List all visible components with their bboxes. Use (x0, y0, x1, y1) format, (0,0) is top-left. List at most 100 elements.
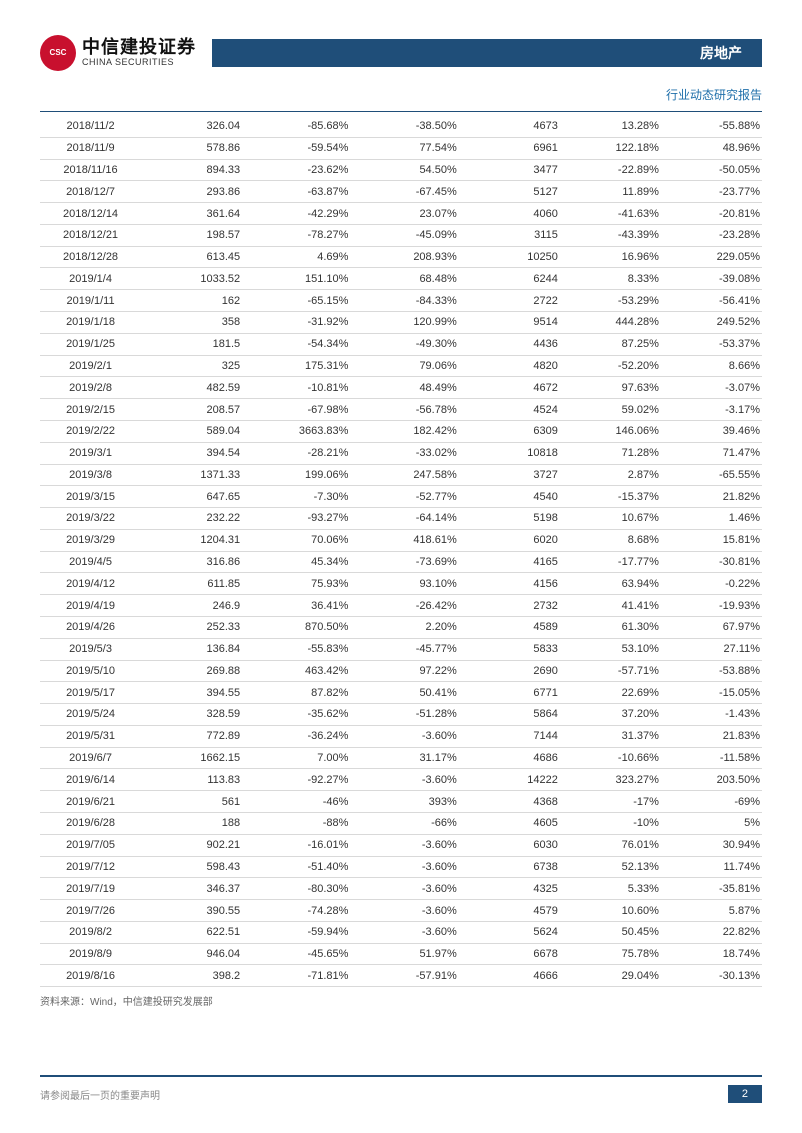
table-cell: 2019/6/21 (40, 791, 141, 813)
logo-text-cn: 中信建投证券 (82, 38, 196, 58)
table-cell: 2722 (459, 290, 560, 312)
table-cell: 2019/4/12 (40, 573, 141, 595)
table-cell: 4165 (459, 551, 560, 573)
table-cell: 326.04 (141, 116, 242, 137)
table-cell: -53.37% (661, 333, 762, 355)
table-cell: 2019/4/19 (40, 595, 141, 617)
table-row: 2019/8/2622.51-59.94%-3.60%562450.45%22.… (40, 921, 762, 943)
table-cell: 2019/5/24 (40, 704, 141, 726)
table-cell: 199.06% (242, 464, 350, 486)
table-row: 2018/11/16894.33-23.62%54.50%3477-22.89%… (40, 159, 762, 181)
table-cell: 10818 (459, 442, 560, 464)
table-cell: 7.00% (242, 747, 350, 769)
table-cell: 2019/6/14 (40, 769, 141, 791)
table-row: 2019/6/28188-88%-66%4605-10%5% (40, 813, 762, 835)
table-cell: 2019/3/8 (40, 464, 141, 486)
table-cell: -3.17% (661, 399, 762, 421)
table-cell: 561 (141, 791, 242, 813)
table-cell: -10% (560, 813, 661, 835)
table-cell: 4060 (459, 203, 560, 225)
table-cell: 398.2 (141, 965, 242, 987)
table-cell: 2018/12/14 (40, 203, 141, 225)
table-cell: 2019/5/31 (40, 725, 141, 747)
table-cell: 146.06% (560, 420, 661, 442)
table-cell: 15.81% (661, 529, 762, 551)
table-cell: 75.78% (560, 943, 661, 965)
table-cell: 2018/11/2 (40, 116, 141, 137)
table-cell: 51.97% (350, 943, 458, 965)
table-cell: 182.42% (350, 420, 458, 442)
table-cell: 323.27% (560, 769, 661, 791)
table-cell: -3.60% (350, 856, 458, 878)
table-cell: 622.51 (141, 921, 242, 943)
table-row: 2019/6/21561-46%393%4368-17%-69% (40, 791, 762, 813)
table-cell: 361.64 (141, 203, 242, 225)
table-cell: -43.39% (560, 224, 661, 246)
table-cell: -3.60% (350, 878, 458, 900)
table-cell: 6309 (459, 420, 560, 442)
table-cell: -23.62% (242, 159, 350, 181)
table-cell: 1033.52 (141, 268, 242, 290)
table-cell: -1.43% (661, 704, 762, 726)
table-row: 2019/4/5316.8645.34%-73.69%4165-17.77%-3… (40, 551, 762, 573)
table-cell: 418.61% (350, 529, 458, 551)
table-cell: 2019/2/8 (40, 377, 141, 399)
table-cell: 390.55 (141, 900, 242, 922)
table-cell: 2019/7/05 (40, 834, 141, 856)
data-table: 2018/11/2326.04-85.68%-38.50%467313.28%-… (40, 116, 762, 987)
table-cell: 79.06% (350, 355, 458, 377)
table-cell: 2018/12/28 (40, 246, 141, 268)
table-cell: 328.59 (141, 704, 242, 726)
table-cell: 2019/5/3 (40, 638, 141, 660)
table-cell: -3.60% (350, 769, 458, 791)
table-cell: -10.66% (560, 747, 661, 769)
table-cell: -55.88% (661, 116, 762, 137)
table-cell: -16.01% (242, 834, 350, 856)
table-cell: 6961 (459, 137, 560, 159)
table-cell: 2.20% (350, 616, 458, 638)
table-row: 2019/4/12611.8575.93%93.10%415663.94%-0.… (40, 573, 762, 595)
table-cell: 870.50% (242, 616, 350, 638)
table-cell: 11.89% (560, 181, 661, 203)
table-cell: -53.88% (661, 660, 762, 682)
table-cell: 162 (141, 290, 242, 312)
table-row: 2019/1/18358-31.92%120.99%9514444.28%249… (40, 312, 762, 334)
logo-text-en: CHINA SECURITIES (82, 58, 196, 68)
table-cell: -35.62% (242, 704, 350, 726)
table-cell: -59.54% (242, 137, 350, 159)
table-cell: 198.57 (141, 224, 242, 246)
table-cell: -45.77% (350, 638, 458, 660)
table-cell: 208.93% (350, 246, 458, 268)
table-cell: -55.83% (242, 638, 350, 660)
divider (40, 111, 762, 112)
table-cell: -45.09% (350, 224, 458, 246)
disclaimer-text: 请参阅最后一页的重要声明 (40, 1087, 160, 1102)
table-cell: 3477 (459, 159, 560, 181)
table-cell: 613.45 (141, 246, 242, 268)
table-cell: 249.52% (661, 312, 762, 334)
table-cell: 894.33 (141, 159, 242, 181)
table-cell: 4605 (459, 813, 560, 835)
table-cell: 10.67% (560, 508, 661, 530)
table-cell: 93.10% (350, 573, 458, 595)
table-cell: -64.14% (350, 508, 458, 530)
table-cell: 269.88 (141, 660, 242, 682)
table-row: 2019/5/31772.89-36.24%-3.60%714431.37%21… (40, 725, 762, 747)
table-cell: 50.45% (560, 921, 661, 943)
table-cell: 8.66% (661, 355, 762, 377)
table-cell: -28.21% (242, 442, 350, 464)
table-cell: -69% (661, 791, 762, 813)
table-cell: -78.27% (242, 224, 350, 246)
table-cell: -30.13% (661, 965, 762, 987)
table-cell: 4436 (459, 333, 560, 355)
table-cell: 203.50% (661, 769, 762, 791)
table-cell: 4589 (459, 616, 560, 638)
table-cell: 246.9 (141, 595, 242, 617)
table-cell: 2019/3/15 (40, 486, 141, 508)
table-cell: 67.97% (661, 616, 762, 638)
table-cell: 2019/7/26 (40, 900, 141, 922)
table-cell: 3663.83% (242, 420, 350, 442)
table-cell: -59.94% (242, 921, 350, 943)
table-cell: 4156 (459, 573, 560, 595)
table-cell: -17.77% (560, 551, 661, 573)
